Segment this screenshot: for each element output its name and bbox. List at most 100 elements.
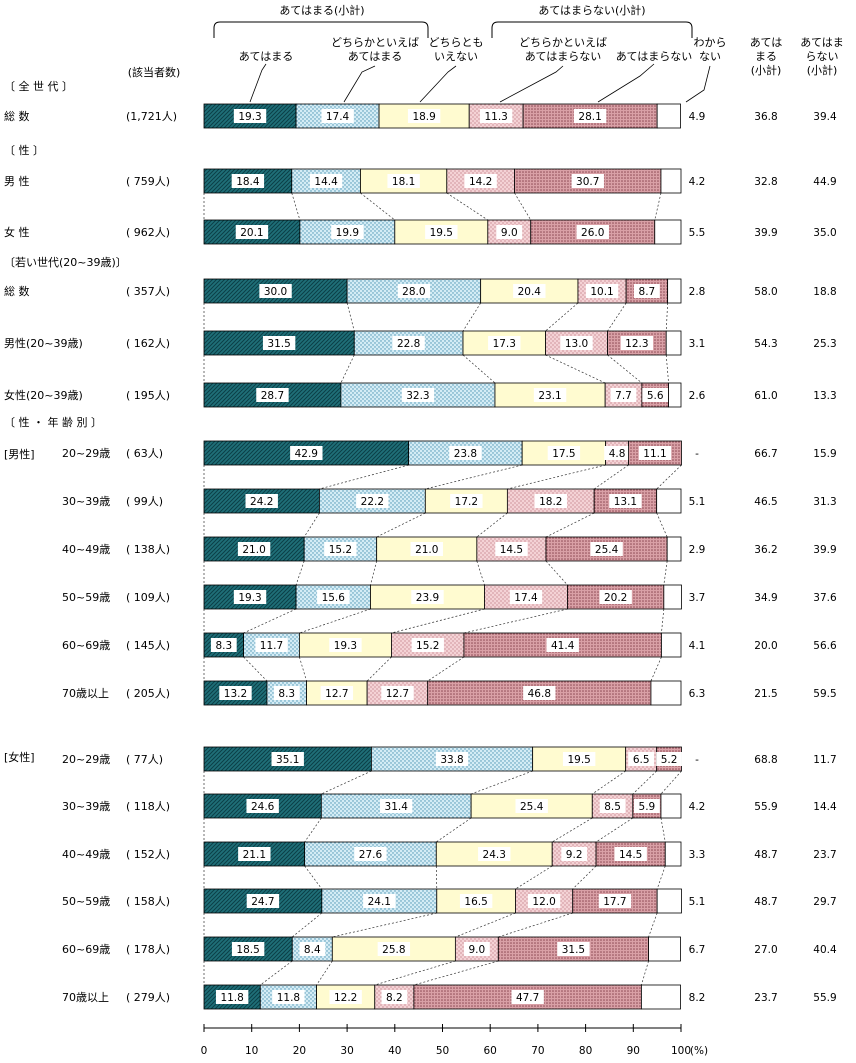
col-disagree-header-c: (小計) xyxy=(807,63,838,77)
value-label-17-0: 11.8 xyxy=(220,992,243,1004)
header-group-disagree: あてはまらない(小計) xyxy=(538,3,645,17)
row-label-5: 女性(20~39歳) xyxy=(4,388,83,402)
x-tick-label-9: 90 xyxy=(627,1045,640,1057)
connector-14-15-3 xyxy=(515,865,553,890)
value-label-4-2: 17.3 xyxy=(493,338,516,350)
value-label-bg-11-4 xyxy=(523,686,556,700)
value-label-5-0: 28.7 xyxy=(261,390,284,402)
value-label-bg-10-2 xyxy=(329,638,362,652)
value-label-0-1: 17.4 xyxy=(326,111,350,123)
disagree-subtotal-10: 56.6 xyxy=(813,640,837,652)
connector-10-11-3 xyxy=(366,656,392,682)
value-label-16-2: 25.8 xyxy=(382,944,405,956)
connector-9-10-2 xyxy=(299,608,371,634)
bar-segment-2-5 xyxy=(654,219,682,245)
row-n-2: ( 962人) xyxy=(126,226,170,239)
value-label-4-3: 13.0 xyxy=(565,338,588,350)
bar-segment-16-5 xyxy=(648,936,681,962)
header-group-agree: あてはまる(小計) xyxy=(279,3,364,17)
x-tick-label-8: 80 xyxy=(579,1045,592,1057)
value-label-8-1: 15.2 xyxy=(329,544,352,556)
value-label-5-2: 23.1 xyxy=(538,390,561,402)
bar-segment-1-5 xyxy=(660,168,682,194)
value-label-bg-10-3 xyxy=(411,638,444,652)
value-label-6-0: 42.9 xyxy=(295,448,318,460)
value-label-1-3: 14.2 xyxy=(469,176,492,188)
connector-14-15-4 xyxy=(572,865,597,890)
value-label-bg-15-0 xyxy=(246,894,280,908)
value-label-bg-6-1 xyxy=(449,446,482,460)
row-label-6: 20~29歳 xyxy=(62,447,110,460)
row-label-7: 30~39歳 xyxy=(62,495,110,508)
agree-subtotal-4: 54.3 xyxy=(754,338,777,350)
value-label-bg-16-2 xyxy=(377,942,411,956)
group-female-label: [女性] xyxy=(4,750,35,764)
bar-segment-13-3 xyxy=(591,793,634,819)
value-label-bg-17-1 xyxy=(272,990,305,1004)
cat-header-1b: あてはまる xyxy=(348,50,403,63)
value-label-bg-9-2 xyxy=(411,590,444,604)
value-label-0-0: 19.3 xyxy=(238,111,261,123)
connector-8-9-3 xyxy=(476,560,485,586)
value-label-bg-7-2 xyxy=(450,494,483,508)
cat-header-3a: どちらかといえば xyxy=(519,36,607,49)
value-label-9-4: 20.2 xyxy=(604,592,627,604)
value-label-bg-1-3 xyxy=(464,174,497,188)
dont-know-label-10: 4.1 xyxy=(689,640,706,652)
cat-header-1a: どちらかといえば xyxy=(331,36,419,49)
connector-13-14-2 xyxy=(436,817,472,843)
value-label-bg-4-2 xyxy=(488,336,521,350)
connector-7-8-2 xyxy=(376,512,426,538)
row-n-3: ( 357人) xyxy=(126,285,170,298)
value-label-0-4: 28.1 xyxy=(578,111,601,123)
value-label-9-2: 23.9 xyxy=(416,592,439,604)
connector-9-10-4 xyxy=(463,608,568,634)
value-label-bg-15-3 xyxy=(527,894,561,908)
value-label-bg-12-3 xyxy=(628,752,655,766)
bar-segment-17-5 xyxy=(641,984,681,1010)
value-label-bg-6-0 xyxy=(290,446,323,460)
connector-1-2-5 xyxy=(654,192,662,221)
connector-14-15-5 xyxy=(656,865,666,890)
value-label-16-4: 31.5 xyxy=(562,944,585,956)
value-label-bg-9-4 xyxy=(599,590,632,604)
connector-7-8-3 xyxy=(476,512,508,538)
agree-subtotal-12: 68.8 xyxy=(754,754,777,766)
value-label-bg-16-3 xyxy=(463,942,490,956)
x-axis-unit: (%) xyxy=(690,1045,708,1057)
connector-9-10-5 xyxy=(661,608,665,634)
dont-know-label-14: 3.3 xyxy=(689,849,706,861)
value-label-10-1: 11.7 xyxy=(260,640,283,652)
connector-7-8-5 xyxy=(656,512,668,538)
value-label-bg-11-2 xyxy=(320,686,354,700)
value-label-11-0: 13.2 xyxy=(224,688,247,700)
value-label-bg-14-2 xyxy=(478,847,511,861)
agree-subtotal-9: 34.9 xyxy=(754,592,777,604)
value-label-8-3: 14.5 xyxy=(500,544,523,556)
agree-subtotal-8: 36.2 xyxy=(754,544,777,556)
dont-know-label-7: 5.1 xyxy=(689,496,706,508)
bar-segment-14-5 xyxy=(664,841,682,867)
row-n-14: ( 152人) xyxy=(126,848,170,861)
value-label-bg-1-2 xyxy=(387,174,420,188)
value-label-0-3: 11.3 xyxy=(484,111,507,123)
cat-header-3b: あてはまらない xyxy=(525,50,602,63)
value-label-bg-15-4 xyxy=(598,894,632,908)
value-label-3-2: 20.4 xyxy=(518,286,542,298)
value-label-14-1: 27.6 xyxy=(359,849,383,861)
value-label-5-4: 5.6 xyxy=(647,390,664,402)
disagree-subtotal-7: 31.3 xyxy=(813,496,836,508)
value-label-9-3: 17.4 xyxy=(514,592,538,604)
value-label-bg-3-3 xyxy=(585,284,619,298)
row-label-1: 男 性 xyxy=(4,174,30,188)
row-label-10: 60~69歳 xyxy=(62,639,110,652)
dont-know-label-2: 5.5 xyxy=(689,227,706,239)
value-label-1-1: 14.4 xyxy=(314,176,338,188)
dont-know-label-4: 3.1 xyxy=(689,338,706,350)
section-all: 〔 全 世 代 〕 xyxy=(4,79,73,93)
value-label-bg-4-0 xyxy=(262,336,296,350)
agree-subtotal-13: 55.9 xyxy=(754,801,777,813)
value-label-14-3: 9.2 xyxy=(566,849,583,861)
section-sex: 〔 性 〕 xyxy=(4,143,44,157)
disagree-subtotal-6: 15.9 xyxy=(813,448,836,460)
